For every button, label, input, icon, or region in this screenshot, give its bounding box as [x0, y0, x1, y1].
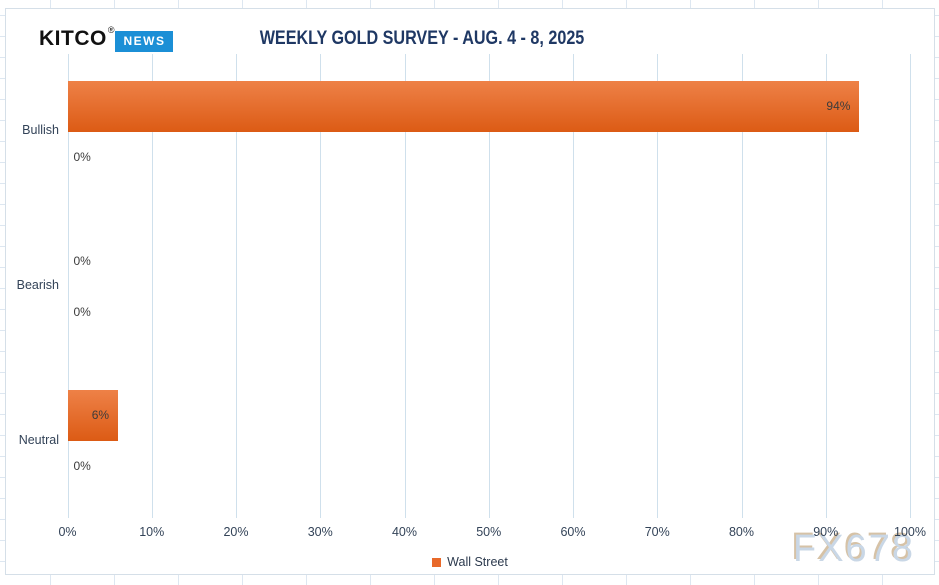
legend-label: Wall Street	[447, 555, 508, 569]
category-label-bullish: Bullish	[22, 123, 59, 138]
data-label-bearish-s1: 0%	[73, 253, 91, 268]
x-tick-label: 60%	[560, 525, 586, 539]
x-tick-label: 50%	[476, 525, 502, 539]
data-label-neutral-s2: 0%	[73, 459, 91, 474]
kitco-wordmark: KITCO	[39, 27, 107, 50]
gridline	[236, 54, 237, 518]
data-label-bearish-s2: 0%	[73, 304, 91, 319]
gridline	[404, 54, 406, 518]
x-tick-label: 0%	[58, 525, 77, 539]
x-tick-label: 80%	[728, 525, 755, 539]
x-tick-label: 20%	[223, 525, 249, 539]
x-tick-label: 10%	[139, 525, 165, 539]
x-tick-label: 40%	[391, 525, 418, 539]
gridline	[741, 54, 743, 518]
category-label-neutral: Neutral	[18, 432, 59, 447]
data-label-bullish-s2: 0%	[73, 150, 91, 164]
x-tick-label: 70%	[644, 525, 670, 539]
data-label-neutral-s1: 6%	[91, 408, 110, 423]
gridline	[67, 54, 69, 518]
gridline	[910, 54, 911, 518]
gridline	[320, 54, 322, 518]
x-tick-label: 90%	[813, 525, 839, 539]
gridline	[151, 54, 153, 518]
x-tick-label: 100%	[894, 525, 926, 539]
x-tick-label: 30%	[307, 525, 333, 539]
kitco-logo: KITCO ® NEWS	[39, 25, 174, 52]
gridline	[657, 54, 659, 518]
legend: Wall Street	[6, 555, 934, 569]
gridline	[825, 54, 827, 518]
legend-swatch	[432, 557, 442, 567]
category-label-bearish: Bearish	[16, 278, 59, 292]
gridline	[573, 54, 574, 518]
kitco-news-badge: NEWS	[115, 31, 174, 52]
registered-trademark-symbol: ®	[107, 25, 115, 35]
data-label-bullish-s1: 94%	[826, 99, 851, 113]
fx678-watermark: FX678	[793, 528, 915, 570]
chart-title: WEEKLY GOLD SURVEY - AUG. 4 - 8, 2025	[259, 28, 585, 49]
gridline	[488, 54, 490, 518]
bar-bullish-wall-street	[67, 81, 860, 132]
chart-container: KITCO ® NEWS WEEKLY GOLD SURVEY - AUG. 4…	[5, 8, 935, 575]
bar-neutral-wall-street	[67, 390, 119, 442]
